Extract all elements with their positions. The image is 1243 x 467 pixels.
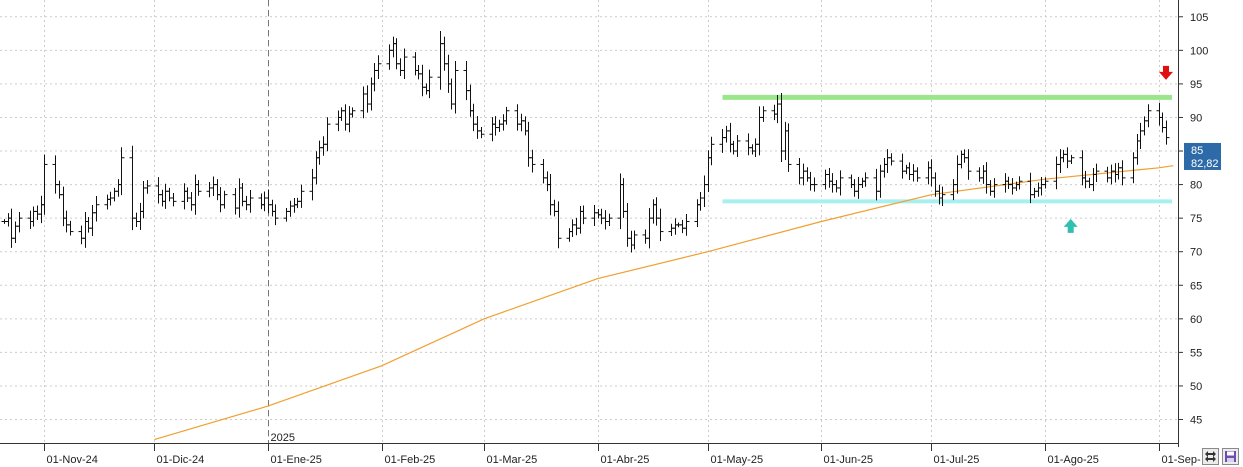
price-bar [606, 213, 613, 226]
price-label-last: 82,82 [1191, 158, 1219, 170]
y-tick-label: 90 [1190, 112, 1202, 124]
save-icon [1225, 451, 1236, 462]
y-axis-labels: 45 50 55 60 65 70 75 80 85 90 95 100 105 [1178, 12, 1208, 427]
price-bar [452, 60, 459, 114]
price-bar [375, 55, 382, 80]
horizontal-levels [722, 94, 1172, 204]
x-tick-label: 01-Mar-25 [487, 454, 538, 466]
price-bar [1093, 163, 1100, 183]
y-tick-label: 50 [1190, 381, 1202, 393]
price-bar [272, 204, 279, 226]
price-bar [734, 134, 741, 157]
price-bar [170, 193, 177, 207]
price-bar [580, 205, 587, 225]
price-bar [324, 117, 331, 152]
y-tick-label: 60 [1190, 314, 1202, 326]
y-tick-label: 80 [1190, 180, 1202, 192]
y-tick-label: 45 [1190, 415, 1202, 427]
price-bar [914, 167, 921, 182]
price-bar [555, 201, 562, 249]
axes [0, 0, 1179, 447]
price-bar [478, 126, 485, 139]
x-axis-labels: 01-Nov-24 01-Dic-24 01-Ene-25 01-Feb-25 01-M… [44, 432, 1201, 466]
price-bar [221, 190, 228, 209]
x-tick-label: 01-Ene-25 [271, 454, 322, 466]
price-bar [1145, 104, 1152, 128]
price-bar [837, 170, 844, 196]
price-bar [708, 136, 715, 166]
price-bar [939, 186, 946, 207]
y-tick-label: 95 [1190, 79, 1202, 91]
price-bar [144, 180, 151, 194]
arrow-down-icon [1159, 65, 1173, 80]
price-bar [349, 107, 356, 118]
price-bar [1163, 120, 1170, 145]
price-bars [1, 31, 1170, 253]
x-tick-label: 01-Abr-25 [601, 454, 650, 466]
price-bar [1119, 160, 1126, 186]
price-bar [965, 149, 972, 180]
price-bar [991, 178, 998, 198]
price-bar [298, 184, 305, 208]
save-button[interactable] [1222, 448, 1239, 465]
x-tick-label: 01-Jun-25 [824, 454, 874, 466]
price-bar [785, 123, 792, 172]
y-tick-label: 105 [1190, 12, 1208, 24]
price-bar [16, 211, 23, 233]
price-bar [631, 230, 638, 250]
annotation-arrows [1063, 65, 1173, 233]
price-bar [426, 69, 433, 99]
y-tick-label: 75 [1190, 213, 1202, 225]
price-bar [760, 106, 767, 122]
price-bar [683, 213, 690, 236]
last-price-background [1184, 142, 1221, 170]
y-tick-label: 65 [1190, 280, 1202, 292]
x-tick-label: 01-May-25 [711, 454, 764, 466]
price-bar [862, 172, 869, 187]
price-bar [529, 149, 536, 173]
price-bar [41, 154, 48, 215]
price-bar [247, 189, 254, 213]
zoom-button[interactable] [1202, 448, 1219, 465]
x-tick-label: 01-Dic-24 [157, 454, 205, 466]
price-bar [93, 195, 100, 222]
y-tick-label: 100 [1190, 45, 1208, 57]
zoom-icon [1205, 451, 1216, 462]
price-bar [503, 106, 510, 125]
x-tick-label: 01-Sep- [1162, 454, 1201, 466]
x-tick-label: 01-Jul-25 [934, 454, 980, 466]
price-label-85: 85 [1191, 145, 1203, 157]
year-label: 2025 [271, 432, 295, 444]
price-bar [1016, 176, 1023, 190]
price-bar [67, 220, 74, 236]
x-tick-label: 01-Feb-25 [385, 454, 436, 466]
price-bar [118, 147, 125, 196]
price-bar [657, 208, 664, 242]
y-tick-label: 55 [1190, 347, 1202, 359]
price-bar [1042, 177, 1049, 189]
arrow-up-icon [1063, 218, 1078, 233]
price-bar [811, 177, 818, 192]
y-tick-label: 70 [1190, 247, 1202, 259]
x-tick-label: 01-Ago-25 [1048, 454, 1099, 466]
price-bar [401, 48, 408, 80]
x-tick-label: 01-Nov-24 [47, 454, 98, 466]
price-bar [888, 153, 895, 166]
price-bar [1068, 154, 1075, 165]
price-bar [195, 180, 202, 196]
